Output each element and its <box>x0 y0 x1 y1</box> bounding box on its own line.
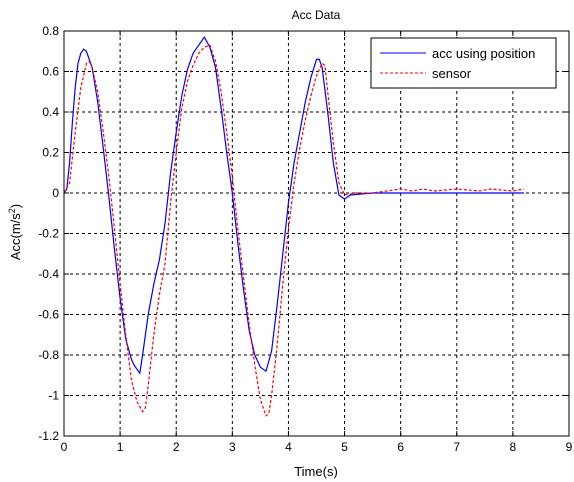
series-line-sensor <box>63 44 525 417</box>
y-axis-label-close: ) <box>8 204 23 208</box>
grid-lines <box>64 31 569 436</box>
x-tick-label: 4 <box>285 440 292 454</box>
y-tick-label: 0.8 <box>42 24 59 38</box>
legend-box <box>370 37 557 89</box>
x-tick-label: 6 <box>397 440 404 454</box>
x-tick-label: 1 <box>117 440 124 454</box>
y-tick-label: -0.4 <box>38 267 59 281</box>
x-tick-label: 2 <box>173 440 180 454</box>
x-axis-label: Time(s) <box>294 464 338 479</box>
y-axis-label: Acc(m/s2) <box>7 204 23 260</box>
y-tick-label: -0.8 <box>38 348 59 362</box>
legend-label-sensor: sensor <box>432 66 472 81</box>
legend: acc using position sensor <box>370 37 557 89</box>
y-tick-label: 0.4 <box>42 105 59 119</box>
y-tick-label: 0 <box>52 186 59 200</box>
legend-label-acc-using-position: acc using position <box>432 46 535 61</box>
y-axis-label-sup: 2 <box>7 208 17 213</box>
x-tick-label: 5 <box>341 440 348 454</box>
x-tick-label: 3 <box>229 440 236 454</box>
y-tick-label: 0.6 <box>42 65 59 79</box>
y-tick-label: -0.2 <box>38 227 59 241</box>
x-tick-label: 0 <box>61 440 68 454</box>
y-tick-label: -1 <box>48 389 59 403</box>
y-tick-label: -0.6 <box>38 308 59 322</box>
x-tick-labels: 0 1 2 3 4 5 6 7 8 9 <box>61 440 573 454</box>
y-axis-label-base: Acc(m/s <box>8 213 23 260</box>
y-tick-label: 0.2 <box>42 146 59 160</box>
chart-title: Acc Data <box>292 8 341 22</box>
x-tick-label: 9 <box>566 440 573 454</box>
series-group <box>63 35 525 417</box>
series-line-acc-using-position <box>63 35 525 375</box>
y-tick-labels: 0.8 0.6 0.4 0.2 0 -0.2 -0.4 -0.6 -0.8 -1 -1.2 <box>38 24 59 443</box>
axis-ticks <box>63 30 570 437</box>
x-tick-label: 7 <box>453 440 460 454</box>
x-tick-label: 8 <box>510 440 517 454</box>
y-tick-label: -1.2 <box>38 429 59 443</box>
